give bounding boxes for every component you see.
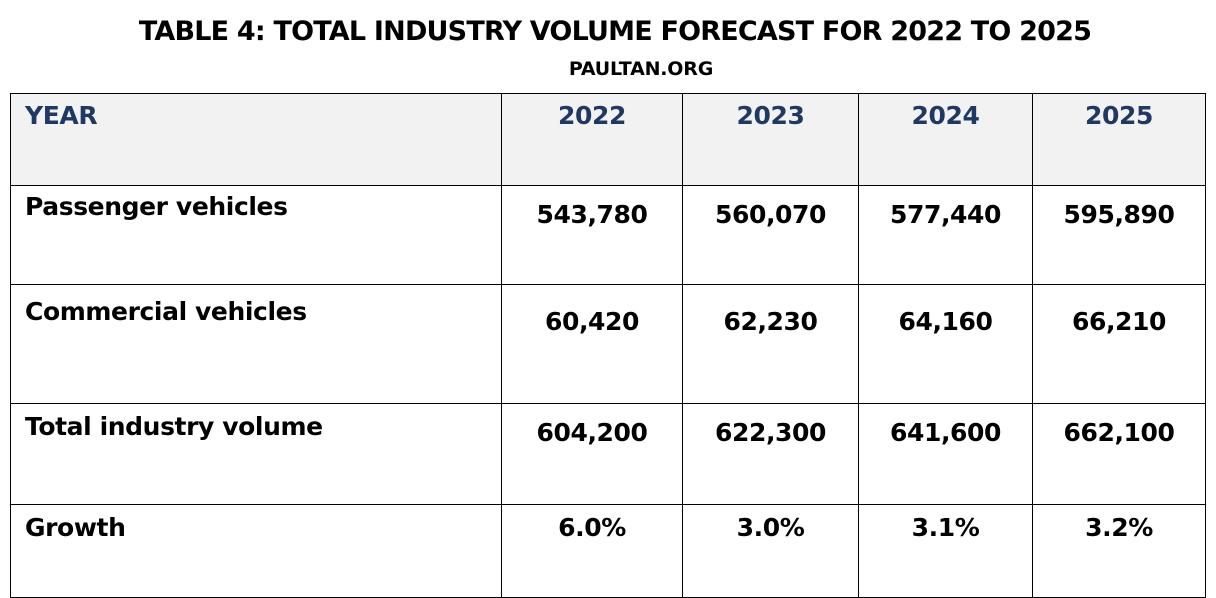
- cell-growth-2023: 3.0%: [682, 504, 859, 598]
- table-title: TABLE 4: TOTAL INDUSTRY VOLUME FORECAST …: [138, 16, 1092, 47]
- cell-commercial-2025: 66,210: [1032, 284, 1206, 404]
- header-2022: 2022: [501, 93, 683, 186]
- table-subtitle: PAULTAN.ORG: [568, 58, 714, 80]
- cell-growth-2022: 6.0%: [501, 504, 683, 598]
- cell-passenger-2024: 577,440: [858, 185, 1033, 285]
- cell-passenger-2025: 595,890: [1032, 185, 1206, 285]
- cell-total-2025: 662,100: [1032, 403, 1206, 505]
- header-2025: 2025: [1032, 93, 1206, 186]
- cell-growth-2024: 3.1%: [858, 504, 1033, 598]
- cell-total-2023: 622,300: [682, 403, 859, 505]
- row-label-total-industry-volume: Total industry volume: [10, 403, 502, 505]
- header-year: YEAR: [10, 93, 502, 186]
- cell-commercial-2023: 62,230: [682, 284, 859, 404]
- table-row-passenger-vehicles: Passenger vehicles 543,780 560,070 577,4…: [10, 185, 1206, 285]
- cell-total-2022: 604,200: [501, 403, 683, 505]
- header-2024: 2024: [858, 93, 1033, 186]
- forecast-table: YEAR 2022 2023 2024 2025 Passenger vehic…: [10, 93, 1206, 598]
- cell-passenger-2022: 543,780: [501, 185, 683, 285]
- cell-commercial-2024: 64,160: [858, 284, 1033, 404]
- row-label-passenger-vehicles: Passenger vehicles: [10, 185, 502, 285]
- table-row-total-industry-volume: Total industry volume 604,200 622,300 64…: [10, 403, 1206, 505]
- header-2023: 2023: [682, 93, 859, 186]
- table-header-row: YEAR 2022 2023 2024 2025: [10, 93, 1206, 186]
- row-label-growth: Growth: [10, 504, 502, 598]
- cell-total-2024: 641,600: [858, 403, 1033, 505]
- table-row-growth: Growth 6.0% 3.0% 3.1% 3.2%: [10, 504, 1206, 598]
- table-row-commercial-vehicles: Commercial vehicles 60,420 62,230 64,160…: [10, 284, 1206, 404]
- cell-passenger-2023: 560,070: [682, 185, 859, 285]
- row-label-commercial-vehicles: Commercial vehicles: [10, 284, 502, 404]
- cell-growth-2025: 3.2%: [1032, 504, 1206, 598]
- cell-commercial-2022: 60,420: [501, 284, 683, 404]
